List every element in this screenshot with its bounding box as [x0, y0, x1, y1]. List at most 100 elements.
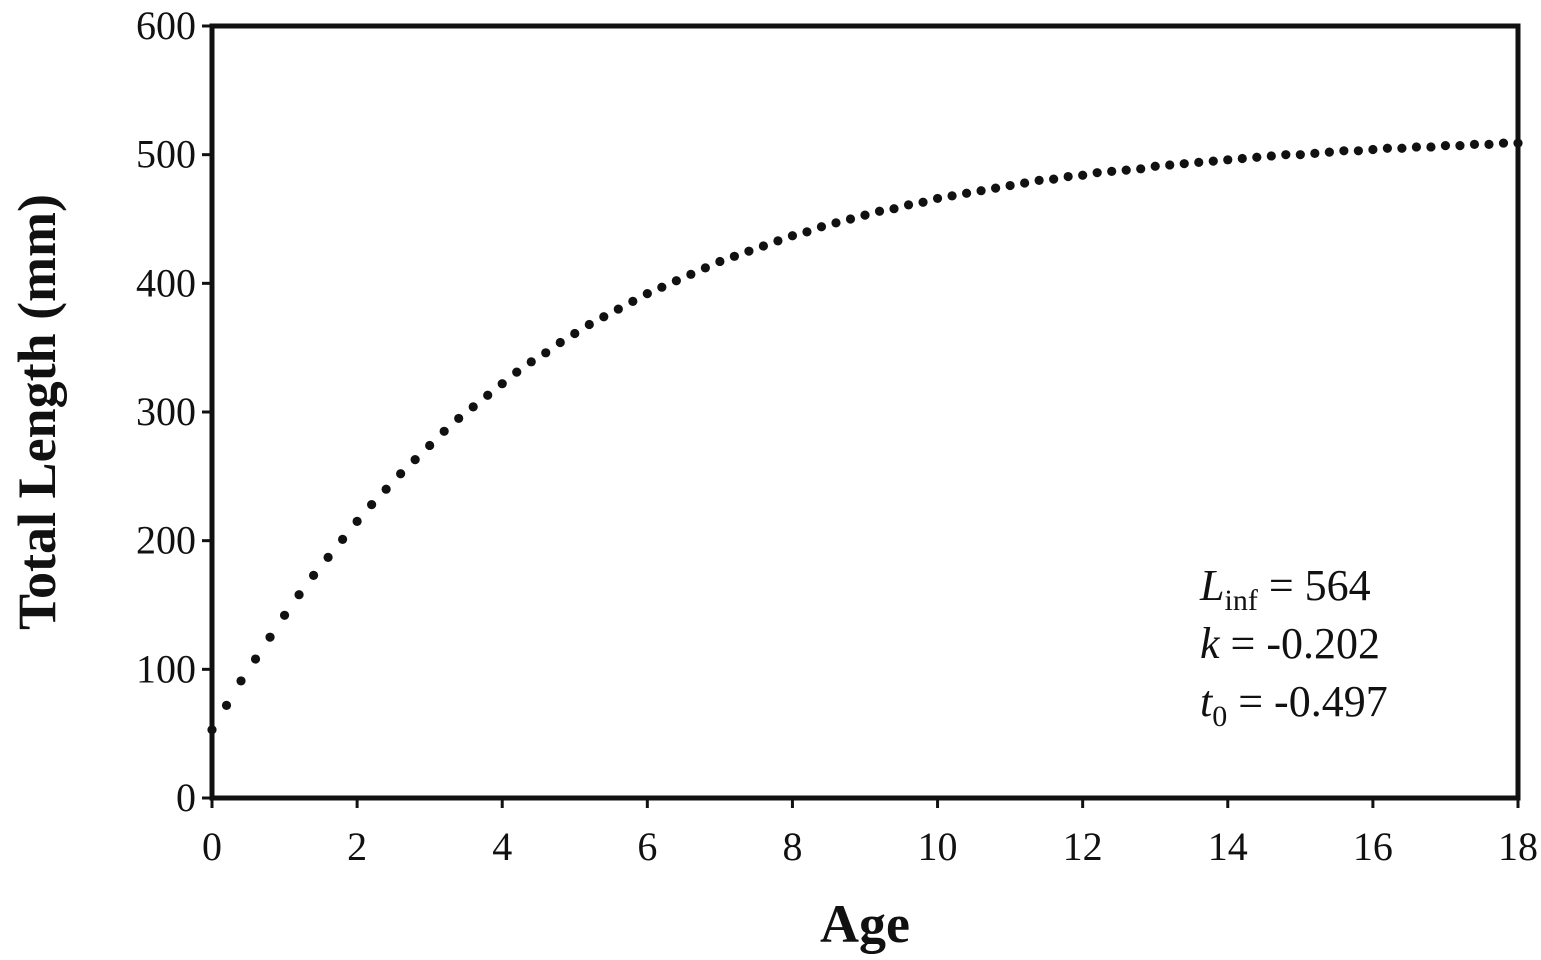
- data-point: [425, 440, 435, 451]
- y-tick-label: 100: [136, 646, 196, 691]
- data-point: [1107, 166, 1117, 176]
- data-point: [381, 484, 391, 494]
- data-point: [1440, 141, 1451, 151]
- y-tick-label: 400: [136, 260, 196, 305]
- data-point: [468, 402, 478, 412]
- data-point: [1368, 144, 1378, 155]
- data-point: [1382, 143, 1392, 153]
- data-point: [1121, 165, 1131, 175]
- data-point: [1469, 139, 1480, 149]
- data-point: [671, 276, 681, 286]
- data-point: [221, 700, 232, 710]
- data-point: [1484, 139, 1494, 149]
- annotation-line-linf: Linf = 564: [1199, 561, 1371, 617]
- x-axis-title: Age: [820, 894, 910, 954]
- data-point: [512, 367, 522, 377]
- data-point: [1049, 174, 1059, 184]
- y-tick-label: 300: [136, 389, 196, 434]
- data-point: [1092, 168, 1102, 178]
- data-point: [483, 390, 493, 400]
- data-point: [1339, 146, 1349, 156]
- data-point: [744, 246, 754, 256]
- data-point: [729, 251, 740, 261]
- data-point: [686, 269, 696, 279]
- data-point: [584, 319, 594, 330]
- data-series: [207, 138, 1523, 735]
- data-point: [454, 413, 464, 424]
- data-point: [352, 516, 362, 526]
- data-point: [889, 204, 899, 214]
- y-tick-label: 0: [176, 775, 196, 820]
- y-tick-label: 600: [136, 3, 196, 48]
- annotation-line-t0: t0 = -0.497: [1200, 677, 1388, 733]
- y-tick-label: 500: [136, 132, 196, 177]
- data-point: [338, 534, 348, 544]
- data-point: [1020, 178, 1030, 188]
- data-point: [410, 455, 420, 465]
- x-tick-label: 14: [1208, 824, 1248, 869]
- data-point: [787, 231, 798, 241]
- data-point: [1252, 152, 1262, 162]
- data-point: [1266, 151, 1276, 161]
- data-point: [947, 191, 957, 201]
- y-axis-title: Total Length (mm): [7, 194, 67, 630]
- data-point: [1295, 150, 1305, 160]
- x-tick-label: 16: [1353, 824, 1393, 869]
- data-point: [265, 632, 275, 642]
- data-point: [526, 357, 536, 367]
- x-tick-label: 6: [637, 824, 657, 869]
- data-point: [628, 296, 638, 306]
- data-point: [903, 200, 914, 210]
- data-point: [1281, 150, 1291, 160]
- x-tick-label: 18: [1498, 824, 1538, 869]
- data-point: [758, 241, 769, 251]
- annotation-line-k: k = -0.202: [1200, 619, 1380, 668]
- data-point: [1353, 146, 1363, 156]
- x-tick-label: 0: [202, 824, 222, 869]
- data-point: [1223, 155, 1233, 165]
- data-point: [541, 348, 551, 358]
- data-point: [1455, 141, 1465, 151]
- data-point: [555, 337, 565, 348]
- data-point: [1426, 142, 1436, 152]
- x-tick-label: 8: [782, 824, 802, 869]
- parameter-annotation: Linf = 564 k = -0.202 t0 = -0.497: [1199, 561, 1388, 733]
- data-point: [1397, 143, 1407, 153]
- x-tick-label: 2: [347, 824, 367, 869]
- data-point: [497, 379, 507, 389]
- data-point: [294, 590, 304, 600]
- data-point: [976, 186, 986, 196]
- data-point: [657, 282, 667, 292]
- data-point: [802, 227, 812, 237]
- data-point: [961, 188, 972, 198]
- data-point: [323, 552, 333, 562]
- data-point: [236, 676, 246, 686]
- data-point: [279, 610, 290, 620]
- data-point: [1310, 148, 1320, 158]
- y-tick-label: 200: [136, 518, 196, 563]
- data-point: [1411, 142, 1422, 152]
- data-point: [918, 197, 928, 207]
- data-point: [1078, 170, 1088, 180]
- data-point: [1179, 159, 1189, 169]
- data-point: [1324, 147, 1334, 157]
- plot-frame: [209, 23, 1521, 801]
- data-point: [816, 222, 827, 232]
- y-axis: 0 100 200 300 400 500 600: [136, 3, 212, 820]
- data-point: [1136, 164, 1146, 174]
- data-point: [715, 256, 725, 267]
- data-point: [1034, 175, 1044, 185]
- data-point: [845, 214, 856, 224]
- data-point: [1165, 160, 1175, 170]
- x-tick-label: 10: [918, 824, 958, 869]
- data-point: [860, 210, 870, 220]
- data-point: [1063, 171, 1073, 182]
- data-point: [1237, 153, 1247, 164]
- data-point: [613, 304, 623, 314]
- data-point: [932, 193, 943, 204]
- data-point: [599, 312, 609, 322]
- data-point: [396, 469, 406, 479]
- data-point: [831, 218, 841, 228]
- data-point: [700, 263, 710, 273]
